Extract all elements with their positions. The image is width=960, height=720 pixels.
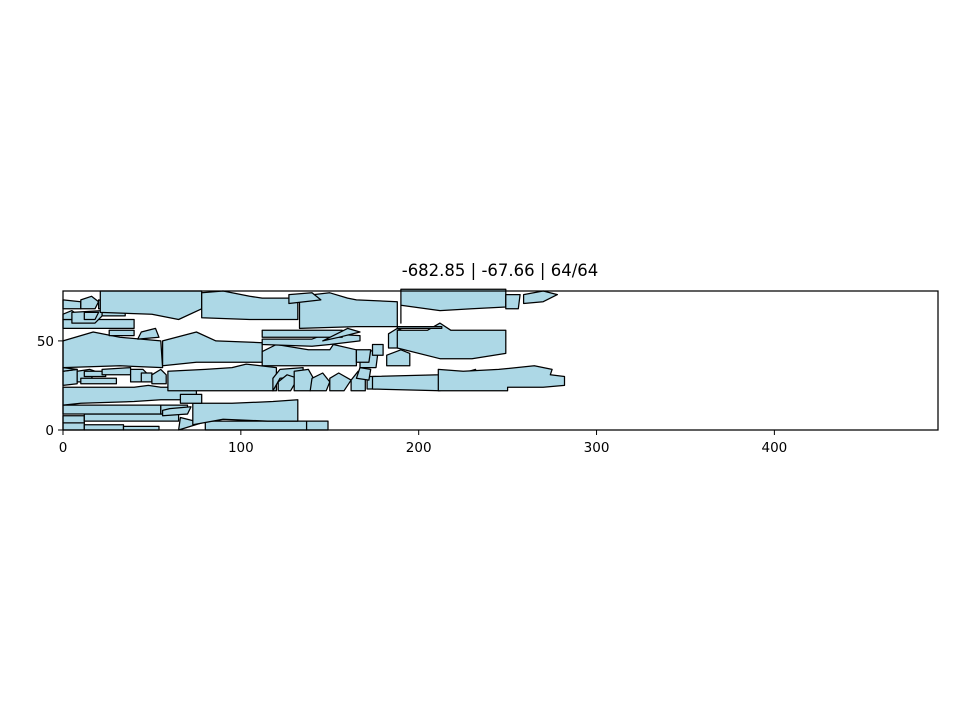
piece-12: [161, 406, 192, 417]
pieces-layer: [62, 288, 566, 431]
x-axis: 0 100 200 300 400: [59, 430, 787, 456]
y-tick-label-1: 50: [37, 334, 54, 350]
piece-29: [329, 372, 352, 392]
piece-46: [396, 322, 507, 360]
piece-2: [83, 424, 125, 431]
piece-61: [400, 288, 507, 324]
piece-26: [277, 374, 299, 392]
x-tick-label-0: 0: [59, 440, 68, 456]
piece-24: [167, 363, 278, 392]
piece-63: [522, 290, 559, 305]
piece-17: [80, 377, 118, 385]
x-tick-label-4: 400: [761, 440, 787, 456]
x-tick-label-1: 100: [228, 440, 254, 456]
piece-36: [161, 331, 263, 367]
piece-5: [204, 420, 308, 431]
piece-42: [355, 349, 372, 363]
piece-4: [177, 416, 203, 431]
piece-9: [62, 404, 162, 415]
piece-49: [108, 329, 135, 337]
y-tick-label-0: 0: [45, 423, 54, 439]
axes-frame: [62, 290, 939, 431]
piece-64: [288, 292, 322, 305]
x-tick-label-2: 200: [406, 440, 432, 456]
piece-19: [101, 366, 132, 376]
piece-39: [371, 343, 384, 356]
piece-37: [261, 343, 358, 367]
piece-54: [62, 299, 82, 310]
piece-62: [505, 293, 521, 310]
piece-45: [322, 327, 361, 342]
piece-50: [137, 327, 160, 340]
piece-47: [396, 325, 443, 330]
piece-59: [201, 290, 299, 321]
piece-15: [62, 368, 78, 387]
piece-53: [83, 311, 100, 321]
piece-14: [179, 393, 203, 404]
piece-34: [437, 365, 566, 392]
piece-23: [151, 368, 167, 385]
piece-22: [140, 372, 153, 383]
piece-32: [355, 366, 372, 381]
piece-6: [305, 420, 329, 431]
x-tick-label-3: 300: [584, 440, 610, 456]
piece-28: [309, 372, 331, 392]
piece-44: [261, 329, 343, 338]
piece-13: [192, 399, 299, 426]
piece-7: [62, 415, 85, 424]
plot-area: [62, 288, 939, 431]
piece-1: [62, 422, 85, 431]
piece-55: [80, 295, 100, 310]
piece-27: [293, 368, 317, 392]
y-axis: 0 50: [37, 334, 63, 439]
chart-title: -682.85 | -67.66 | 64/64: [402, 261, 599, 280]
piece-40: [386, 349, 411, 367]
